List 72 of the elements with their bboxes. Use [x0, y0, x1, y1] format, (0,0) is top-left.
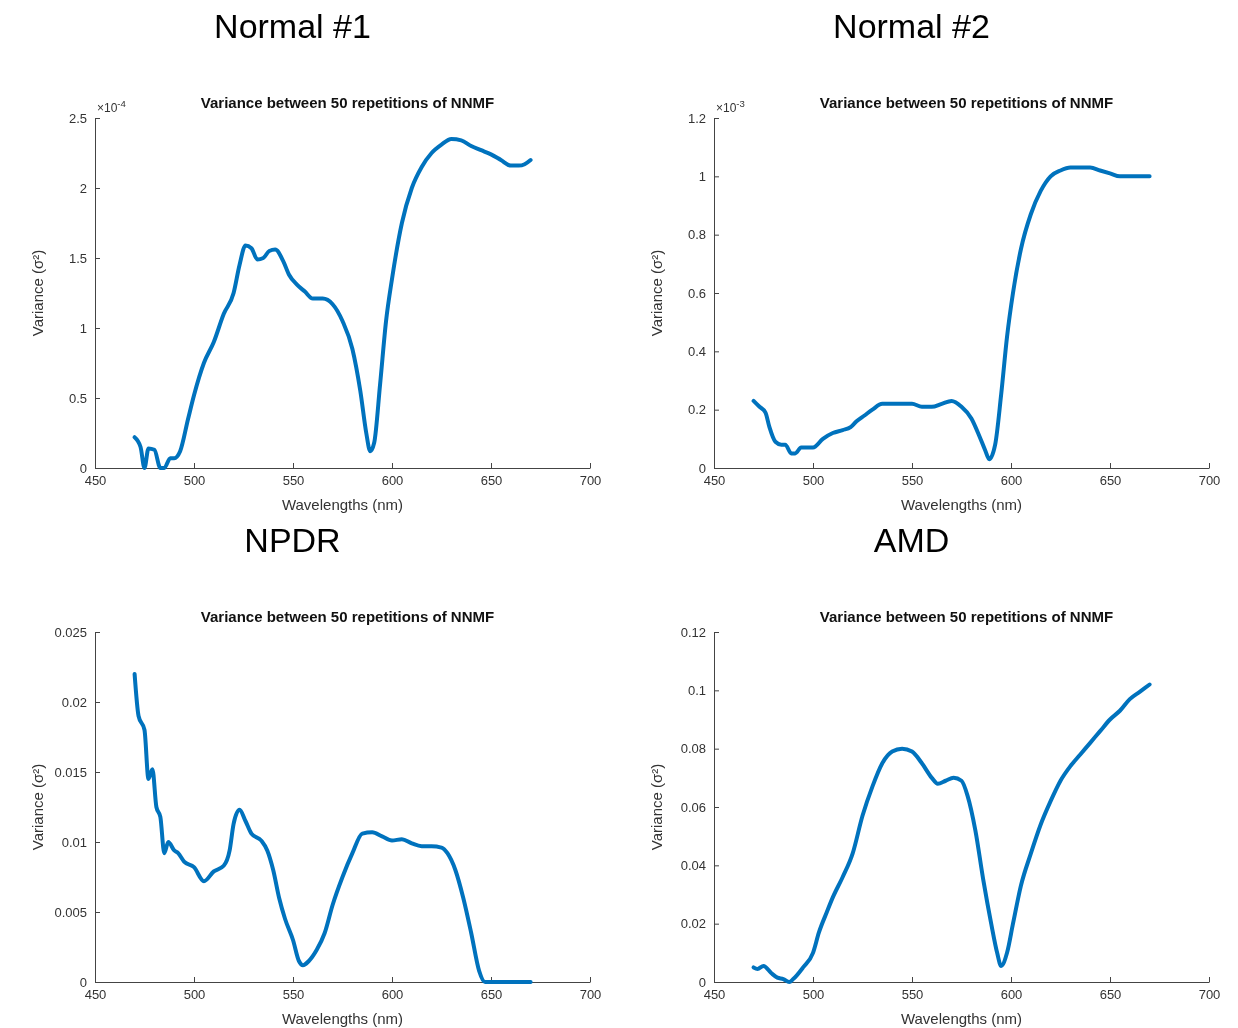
x-tick-label: 450	[84, 987, 107, 1003]
y-axis-title: Variance (σ²)	[29, 249, 46, 337]
y-tick-label: 1	[698, 168, 706, 184]
line-series	[751, 165, 1152, 462]
x-tick-label: 650	[480, 987, 503, 1003]
y-tick-label: 0.6	[687, 285, 706, 301]
x-tick-label: 500	[183, 473, 206, 489]
y-tick-label: 0.02	[61, 694, 87, 710]
y-tick-label: 0.005	[54, 904, 87, 920]
y-tick-label: 0.025	[54, 624, 87, 640]
y-tick-label: 0.01	[61, 834, 87, 850]
y-axis-title: Variance (σ²)	[648, 763, 665, 851]
x-tick-label: 450	[84, 473, 107, 489]
y-tick-label: 0.8	[687, 227, 706, 243]
y-tick-label: 0	[698, 974, 706, 990]
y-tick-label: 0.2	[687, 402, 706, 418]
chart-subtitle: Variance between 50 repetitions of NNMF	[819, 94, 1114, 111]
text: ×10$^{-4}$	[97, 97, 127, 115]
x-tick-label: 550	[282, 473, 305, 489]
x-tick-label: 600	[381, 987, 404, 1003]
text: ×10$^{-3}$	[716, 97, 745, 115]
y-tick-label: 0.015	[54, 764, 87, 780]
x-tick-label: 650	[480, 473, 503, 489]
y-tick-label: 1	[79, 320, 87, 336]
x-axis-title: Wavelengths (nm)	[900, 496, 1023, 513]
chart-title: Normal #2	[833, 7, 990, 45]
x-tick-label: 600	[381, 473, 404, 489]
x-tick-label: 650	[1099, 987, 1122, 1003]
y-tick-label: 0	[79, 460, 87, 476]
line-series	[751, 682, 1152, 984]
x-axis-title: Wavelengths (nm)	[281, 1010, 404, 1027]
chart-subtitle: Variance between 50 repetitions of NNMF	[200, 94, 495, 111]
x-tick-label: 700	[1198, 987, 1221, 1003]
x-tick-label: 450	[703, 987, 726, 1003]
y-tick-label: 1.5	[68, 250, 87, 266]
x-axis-title: Wavelengths (nm)	[281, 496, 404, 513]
x-tick-label: 500	[802, 987, 825, 1003]
y-tick-label: 0.5	[68, 390, 87, 406]
chart-title: NPDR	[244, 521, 341, 559]
chart-title: Normal #1	[214, 7, 371, 45]
y-tick-label: 0.08	[680, 741, 706, 757]
y-tick-label: 0.04	[680, 857, 706, 873]
x-tick-label: 500	[183, 987, 206, 1003]
y-tick-label: 0.12	[680, 624, 706, 640]
x-tick-label: 500	[802, 473, 825, 489]
y-tick-label: 0	[79, 974, 87, 990]
y-tick-label: 0.4	[687, 343, 706, 359]
x-tick-label: 700	[579, 987, 602, 1003]
x-tick-label: 450	[703, 473, 726, 489]
line-series	[132, 672, 533, 984]
y-tick-label: 0.02	[680, 916, 706, 932]
y-tick-label: 0	[698, 460, 706, 476]
line-series	[132, 137, 533, 470]
chart-title: AMD	[873, 521, 950, 559]
x-tick-label: 600	[1000, 987, 1023, 1003]
x-tick-label: 550	[282, 987, 305, 1003]
x-tick-label: 550	[901, 473, 924, 489]
y-tick-label: 2	[79, 180, 87, 196]
y-tick-label: 0.1	[687, 682, 706, 698]
x-tick-label: 550	[901, 987, 924, 1003]
y-axis-title: Variance (σ²)	[648, 249, 665, 337]
x-axis-title: Wavelengths (nm)	[900, 1010, 1023, 1027]
chart-subtitle: Variance between 50 repetitions of NNMF	[200, 608, 495, 625]
x-tick-label: 650	[1099, 473, 1122, 489]
y-tick-label: 1.2	[687, 110, 706, 126]
y-tick-label: 2.5	[68, 110, 87, 126]
x-tick-label: 700	[1198, 473, 1221, 489]
y-tick-label: 0.06	[680, 799, 706, 815]
x-tick-label: 600	[1000, 473, 1023, 489]
y-axis-title: Variance (σ²)	[29, 763, 46, 851]
chart-subtitle: Variance between 50 repetitions of NNMF	[819, 608, 1114, 625]
x-tick-label: 700	[579, 473, 602, 489]
